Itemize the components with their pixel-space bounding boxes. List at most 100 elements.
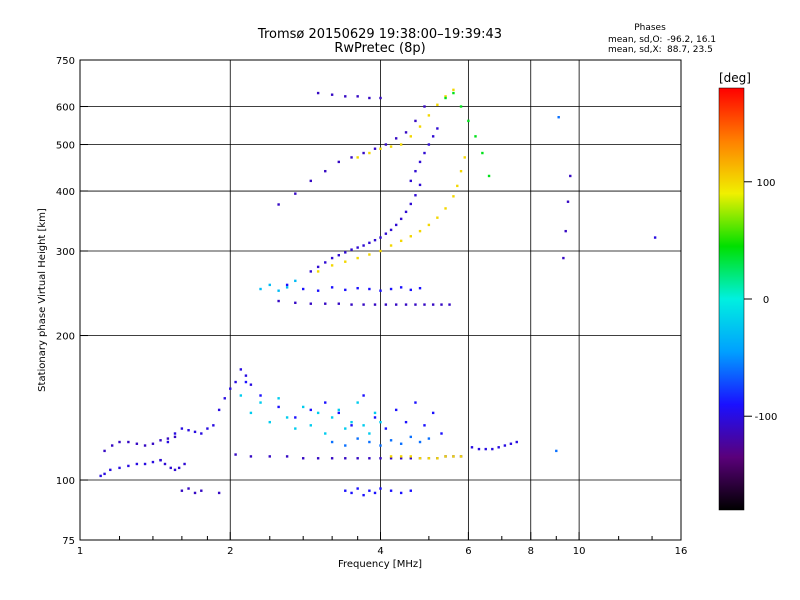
data-point [151,460,155,464]
data-point [324,432,327,435]
points-layer [99,88,657,497]
data-point [368,457,371,460]
data-point [244,380,248,384]
data-point [379,147,382,150]
data-point [330,416,334,419]
data-point [159,458,162,462]
data-point [368,96,371,100]
data-point [436,103,439,106]
stats-line-x-label: mean, sd,X: [608,45,662,55]
data-point [362,244,365,247]
data-point [118,440,121,444]
data-point [389,455,393,458]
data-point [350,156,353,159]
data-point [503,444,507,447]
data-point [350,491,353,495]
data-point [373,303,377,306]
data-point [389,244,393,247]
data-point [356,487,359,490]
data-point [217,491,221,495]
data-point [285,455,289,458]
y-tick-label: 100 [56,476,75,487]
data-point [373,238,377,242]
data-point [301,457,305,460]
data-point [135,442,139,445]
data-point [484,447,487,451]
data-point [99,474,102,478]
grid-layer [80,60,681,540]
data-point [344,288,347,292]
data-point [143,462,147,466]
data-point [368,440,371,444]
data-point [394,137,398,140]
data-point [379,236,382,239]
data-point [431,303,435,306]
data-point [277,397,280,400]
data-point [166,440,170,444]
data-point [259,287,262,291]
data-point [330,256,334,260]
data-point [110,444,114,447]
data-point [362,394,365,397]
data-point [368,241,371,245]
data-point [356,457,359,460]
data-point [463,156,466,159]
data-point [200,432,203,435]
data-point [294,416,297,419]
x-tick-label: 2 [227,546,233,557]
data-point [159,439,162,442]
data-point [143,444,147,447]
data-point [389,228,393,232]
data-point [404,420,408,424]
data-point [409,435,412,439]
data-point [127,440,130,444]
data-point [103,472,106,476]
data-point [324,401,327,404]
data-point [309,302,312,305]
data-point [350,424,353,427]
data-point [497,446,500,449]
data-point [436,457,439,460]
data-point [452,455,455,458]
data-point [223,397,226,400]
data-point [244,374,248,377]
chart-title: Tromsø 20150629 19:38:00–19:39:43 [257,27,502,42]
y-axis-label: Stationary phase Virtual Height [km] [37,208,48,392]
data-point [389,145,393,148]
data-point [193,491,197,495]
data-point [187,429,190,432]
data-point [239,394,243,397]
data-point [481,151,484,155]
data-point [653,236,657,239]
data-point [379,96,382,100]
data-point [452,195,455,198]
data-point [414,169,417,173]
data-point [418,229,422,233]
data-point [259,401,262,404]
data-point [452,91,455,95]
data-point [118,466,121,470]
data-point [418,286,422,290]
data-point [169,466,172,470]
data-point [379,444,382,447]
data-point [193,430,197,434]
data-point [423,424,426,427]
data-point [440,432,443,435]
data-point [217,408,221,412]
data-point [151,442,155,445]
data-point [452,88,455,92]
data-point [379,487,382,490]
data-point [431,411,435,415]
data-point [399,457,403,460]
chart-subtitle: RwPretec (8p) [334,41,425,56]
data-point [368,489,371,492]
data-point [379,457,382,460]
data-point [368,253,371,256]
data-point [399,217,403,221]
y-tick-label: 200 [56,332,75,343]
data-point [394,223,398,227]
data-point [309,270,312,273]
data-point [418,440,422,444]
data-point [414,303,417,306]
